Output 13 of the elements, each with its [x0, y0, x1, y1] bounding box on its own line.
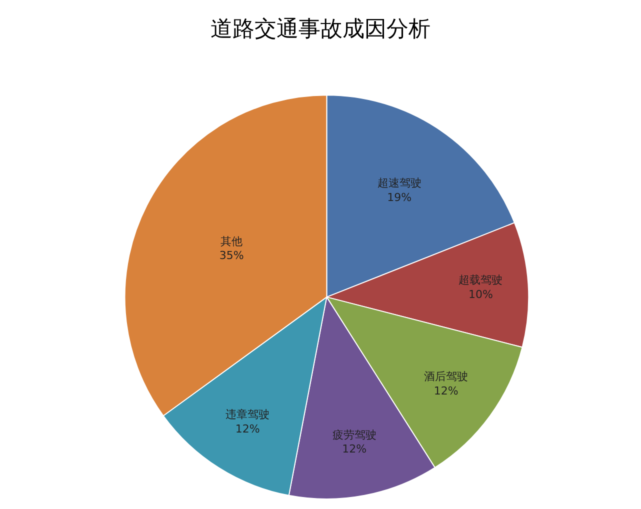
- chart-title: 道路交通事故成因分析: [210, 16, 430, 42]
- slice-label: 超载驾驶: [458, 274, 503, 287]
- data-label: 19%: [387, 190, 412, 204]
- data-label: 12%: [235, 422, 260, 436]
- slice-label: 其他: [220, 234, 243, 248]
- slice-label: 酒后驾驶: [424, 370, 468, 384]
- slice-label: 超速驾驶: [377, 176, 422, 190]
- slice-label: 违章驾驶: [226, 408, 270, 422]
- data-label: 12%: [342, 442, 367, 456]
- data-label: 12%: [434, 384, 458, 398]
- slice-label: 疲劳驾驶: [332, 428, 376, 442]
- data-label: 35%: [219, 249, 244, 262]
- data-label: 10%: [468, 288, 493, 302]
